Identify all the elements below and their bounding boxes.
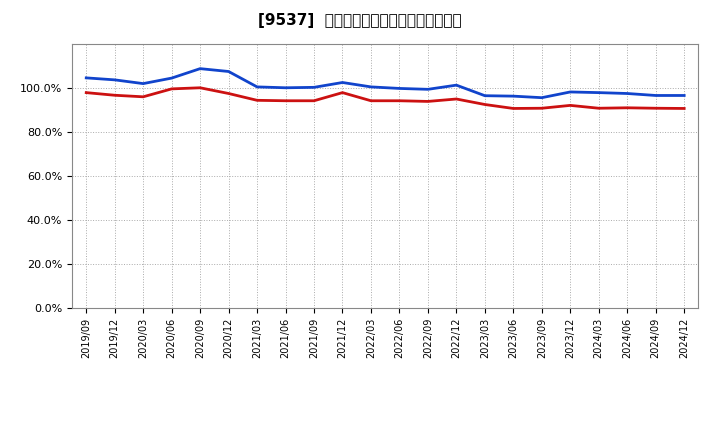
固定比率 [338, 80, 347, 85]
固定比率 [110, 77, 119, 83]
固定長期適合率 [167, 86, 176, 92]
固定比率 [680, 93, 688, 98]
固定長期適合率 [139, 94, 148, 99]
固定長期適合率 [537, 106, 546, 111]
固定比率 [196, 66, 204, 71]
固定比率 [566, 89, 575, 95]
固定長期適合率 [110, 93, 119, 98]
固定長期適合率 [423, 99, 432, 104]
固定長期適合率 [310, 98, 318, 103]
固定長期適合率 [366, 98, 375, 103]
固定長期適合率 [480, 102, 489, 107]
固定比率 [253, 84, 261, 90]
固定長期適合率 [196, 85, 204, 91]
Text: [9537]  固定比率、固定長期適合率の推移: [9537] 固定比率、固定長期適合率の推移 [258, 13, 462, 28]
固定比率 [452, 83, 461, 88]
固定長期適合率 [595, 106, 603, 111]
固定比率 [480, 93, 489, 98]
固定比率 [167, 76, 176, 81]
固定比率 [623, 91, 631, 96]
固定長期適合率 [566, 103, 575, 108]
固定長期適合率 [652, 106, 660, 111]
固定比率 [395, 86, 404, 91]
固定比率 [282, 85, 290, 91]
固定長期適合率 [452, 96, 461, 102]
Line: 固定長期適合率: 固定長期適合率 [86, 88, 684, 108]
固定長期適合率 [82, 90, 91, 95]
固定比率 [225, 69, 233, 74]
固定比率 [595, 90, 603, 95]
固定比率 [310, 84, 318, 90]
固定比率 [139, 81, 148, 86]
固定長期適合率 [395, 98, 404, 103]
固定長期適合率 [225, 91, 233, 96]
固定比率 [82, 75, 91, 81]
固定比率 [537, 95, 546, 100]
固定長期適合率 [282, 98, 290, 103]
固定比率 [509, 94, 518, 99]
固定比率 [423, 87, 432, 92]
固定比率 [366, 84, 375, 90]
固定長期適合率 [338, 90, 347, 95]
固定長期適合率 [509, 106, 518, 111]
固定長期適合率 [623, 105, 631, 110]
Line: 固定比率: 固定比率 [86, 69, 684, 98]
固定比率 [652, 93, 660, 98]
固定長期適合率 [253, 98, 261, 103]
固定長期適合率 [680, 106, 688, 111]
